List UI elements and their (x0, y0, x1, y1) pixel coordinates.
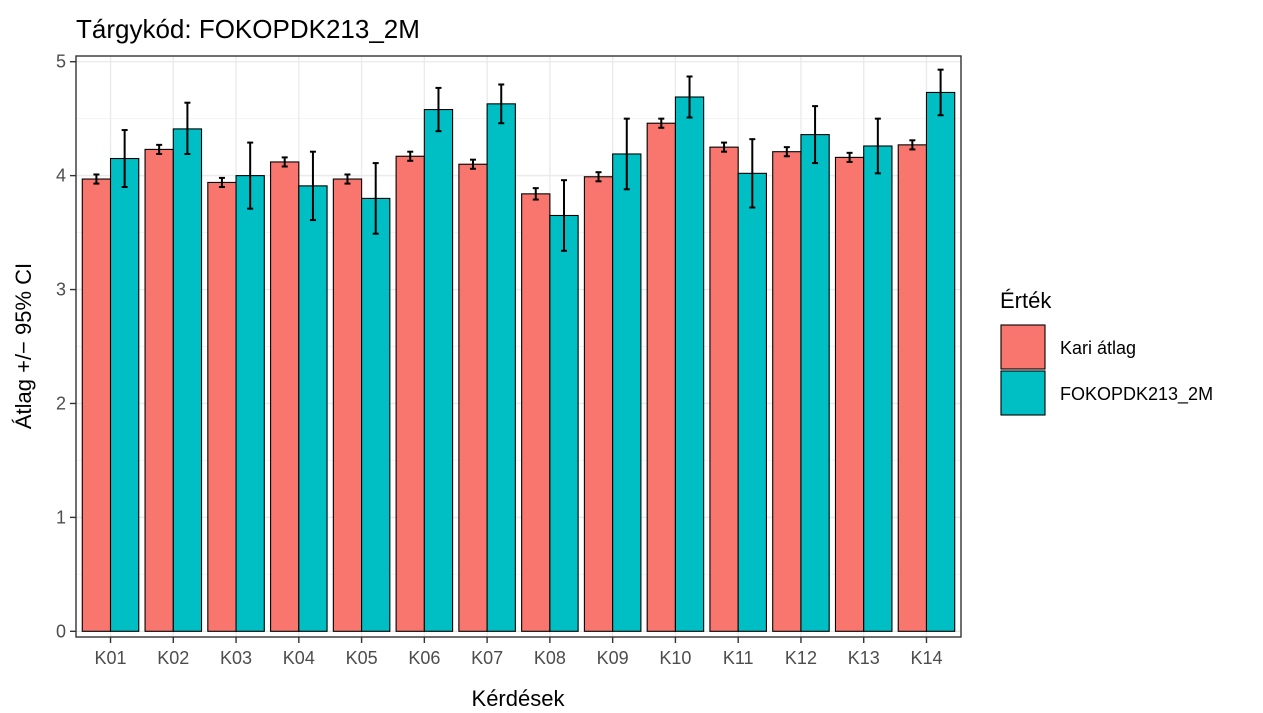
y-tick-label: 3 (56, 280, 66, 300)
bars (81, 91, 956, 632)
x-axis-title: Kérdések (472, 686, 566, 711)
x-tick-label: K07 (471, 648, 503, 668)
chart-title: Tárgykód: FOKOPDK213_2M (76, 14, 420, 44)
legend: Érték Kari átlag FOKOPDK213_2M (1000, 288, 1213, 416)
bar-fokopdk213-2m-k14 (925, 91, 956, 632)
bar-fokopdk213-2m-k01 (109, 157, 140, 632)
bar-fokopdk213-2m-k05 (361, 197, 391, 632)
bar-fokopdk213-2m-k08 (549, 214, 579, 632)
x-axis: K01 K02 K03 K04 K05 K06 K07 K08 K09 K10 K11 K12 K13 K… (95, 637, 942, 668)
legend-label: Kari átlag (1060, 338, 1136, 358)
x-tick-label: K10 (659, 648, 691, 668)
y-tick-label: 4 (56, 166, 66, 186)
bar-kari-atlag-k12 (772, 151, 802, 632)
y-tick-label: 5 (56, 52, 66, 72)
bar-kari-atlag-k05 (332, 178, 363, 632)
bar-kari-atlag-k11 (709, 146, 739, 632)
x-tick-label: K12 (785, 648, 817, 668)
x-tick-label: K14 (910, 648, 942, 668)
x-tick-label: K05 (346, 648, 378, 668)
y-tick-label: 0 (56, 621, 66, 641)
x-tick-label: K09 (597, 648, 629, 668)
x-tick-label: K02 (157, 648, 189, 668)
bar-fokopdk213-2m-k07 (486, 103, 516, 632)
bar-fokopdk213-2m-k06 (423, 108, 454, 632)
bar-kari-atlag-k04 (270, 161, 300, 632)
x-tick-label: K04 (283, 648, 315, 668)
x-tick-label: K13 (848, 648, 880, 668)
error-bars (93, 68, 944, 252)
x-tick-label: K08 (534, 648, 566, 668)
legend-label: FOKOPDK213_2M (1060, 384, 1213, 405)
bar-fokopdk213-2m-k03 (235, 175, 265, 632)
bar-fokopdk213-2m-k04 (298, 185, 328, 632)
x-tick-label: K01 (95, 648, 127, 668)
bar-kari-atlag-k06 (395, 155, 425, 632)
x-tick-label: K03 (220, 648, 252, 668)
bar-fokopdk213-2m-k10 (674, 96, 705, 632)
bar-kari-atlag-k02 (144, 148, 174, 632)
bar-kari-atlag-k03 (207, 181, 237, 632)
bar-fokopdk213-2m-k02 (172, 128, 203, 632)
y-axis-title: Átlag +/− 95% CI (11, 263, 36, 429)
legend-key (1000, 370, 1046, 416)
bar-kari-atlag-k13 (834, 156, 865, 632)
bar-fokopdk213-2m-k11 (737, 172, 767, 632)
bar-fokopdk213-2m-k13 (863, 145, 893, 632)
y-tick-label: 1 (56, 507, 66, 527)
x-tick-label: K06 (408, 648, 440, 668)
bar-kari-atlag-k07 (458, 163, 488, 632)
x-tick-label: K11 (723, 648, 754, 668)
plot-border (75, 55, 962, 638)
bar-kari-atlag-k14 (897, 144, 928, 632)
y-axis: 0 1 2 3 4 5 (56, 52, 76, 641)
legend-title: Érték (1000, 288, 1052, 313)
bar-kari-atlag-k08 (521, 193, 551, 632)
bar-fokopdk213-2m-k09 (612, 153, 642, 632)
legend-key (1000, 324, 1046, 370)
bar-kari-atlag-k01 (81, 178, 112, 632)
bar-kari-atlag-k09 (583, 176, 614, 632)
y-tick-label: 2 (56, 393, 66, 413)
bar-kari-atlag-k10 (646, 122, 676, 632)
bar-fokopdk213-2m-k12 (800, 134, 830, 632)
